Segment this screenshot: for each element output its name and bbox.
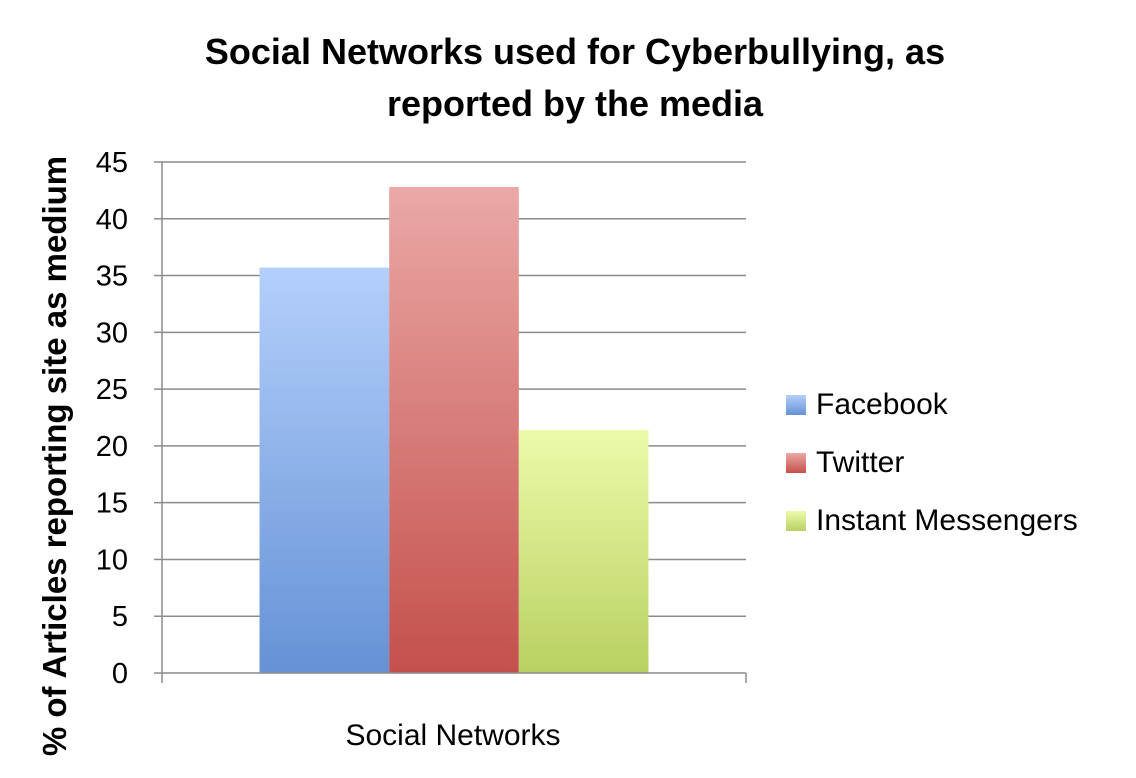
legend-label: Instant Messengers: [816, 504, 1078, 537]
x-axis-title: Social Networks: [345, 719, 560, 752]
bar-twitter: [389, 186, 519, 673]
y-tick-label: 25: [96, 374, 128, 406]
y-tick-label: 5: [112, 601, 128, 633]
axes: [154, 161, 747, 683]
y-tick-label: 30: [96, 317, 128, 349]
chart-title: Social Networks used for Cyberbullying, …: [60, 26, 1090, 130]
y-tick-label: 45: [96, 147, 128, 179]
legend: Facebook Twitter Instant Messengers: [786, 376, 1078, 550]
legend-swatch: [786, 511, 806, 531]
legend-label: Twitter: [816, 446, 905, 479]
y-axis-title: % of Articles reporting site as medium: [36, 156, 73, 756]
chart-title-line-1: Social Networks used for Cyberbullying, …: [204, 31, 946, 72]
y-tick-label: 35: [96, 261, 128, 293]
y-tick-label: 40: [96, 204, 128, 236]
legend-swatch: [786, 395, 806, 415]
legend-swatch: [786, 453, 806, 473]
chart-title-line-2: reported by the media: [386, 83, 764, 124]
y-tick-label: 20: [96, 431, 128, 463]
legend-item-instant-messengers: Instant Messengers: [786, 492, 1078, 550]
y-tick-labels: 0 5 10 15 20 25 30 35 40 45: [96, 147, 128, 690]
y-tick-label: 10: [96, 544, 128, 576]
legend-item-twitter: Twitter: [786, 434, 1078, 492]
y-tick-label: 0: [112, 658, 128, 690]
bar-instant-messengers: [518, 429, 649, 673]
bars: [259, 186, 649, 673]
y-tick-label: 15: [96, 488, 128, 520]
legend-item-facebook: Facebook: [786, 376, 1078, 434]
bar-facebook: [259, 267, 390, 673]
legend-label: Facebook: [816, 388, 948, 421]
